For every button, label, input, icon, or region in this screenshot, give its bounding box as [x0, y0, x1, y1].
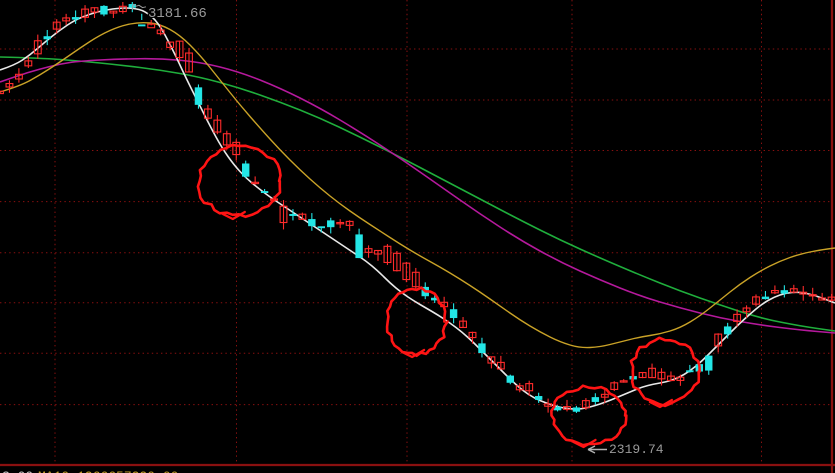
svg-text:MA10:1266657220.00: MA10:1266657220.00 [38, 469, 178, 473]
svg-text:3181.66: 3181.66 [148, 6, 207, 22]
svg-text:3.00: 3.00 [2, 469, 33, 473]
svg-text:2319.74: 2319.74 [609, 442, 664, 457]
